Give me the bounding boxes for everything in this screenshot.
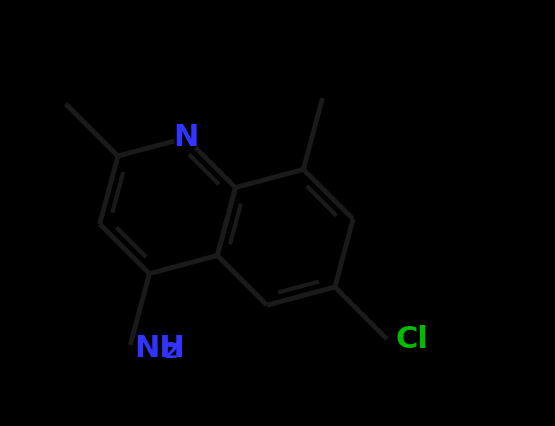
Text: NH: NH <box>134 334 185 363</box>
Text: N: N <box>173 124 199 153</box>
Point <box>181 135 190 141</box>
Text: Cl: Cl <box>396 325 428 354</box>
Text: 2: 2 <box>164 342 178 362</box>
